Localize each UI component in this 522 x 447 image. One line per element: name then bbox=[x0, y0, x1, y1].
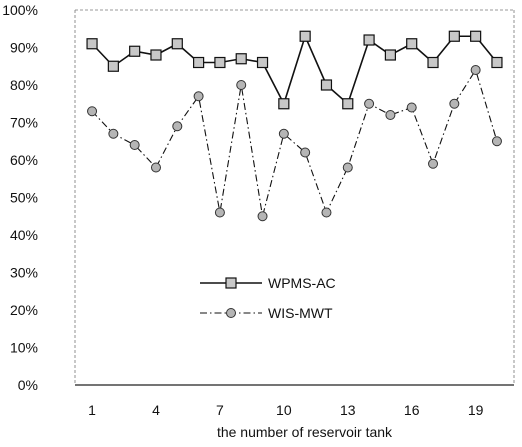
data-point bbox=[428, 158, 439, 169]
data-point bbox=[406, 38, 418, 50]
data-point bbox=[320, 79, 333, 91]
y-tick-label: 50% bbox=[10, 190, 38, 206]
data-point bbox=[491, 56, 503, 69]
x-tick-label: 19 bbox=[468, 402, 484, 418]
data-point bbox=[236, 80, 247, 90]
y-tick-label: 30% bbox=[10, 265, 38, 281]
data-point bbox=[278, 98, 290, 110]
data-point bbox=[363, 34, 375, 46]
y-tick-label: 100% bbox=[2, 2, 38, 18]
y-tick-label: 10% bbox=[10, 340, 38, 356]
data-point bbox=[107, 60, 119, 72]
data-point bbox=[256, 56, 269, 69]
data-point bbox=[384, 49, 396, 61]
legend-item: WIS-MWT bbox=[200, 305, 333, 321]
data-point bbox=[364, 98, 375, 109]
data-point bbox=[150, 49, 162, 61]
y-tick-label: 70% bbox=[10, 115, 38, 131]
data-point bbox=[385, 110, 396, 120]
y-axis-ticks: 0% 10% 20% 30% 40% 50% 60% 70% 80% 90% 100% bbox=[2, 2, 38, 393]
x-tick-label: 1 bbox=[88, 402, 96, 418]
data-point bbox=[491, 136, 502, 147]
x-axis-ticks: 1 4 7 10 13 16 19 bbox=[88, 402, 483, 418]
data-point bbox=[193, 56, 205, 69]
data-point bbox=[171, 38, 183, 50]
series-wpms-ac bbox=[86, 30, 503, 110]
series-line bbox=[91, 68, 498, 217]
data-point bbox=[108, 128, 119, 139]
y-tick-label: 20% bbox=[10, 302, 38, 318]
series-wis-mwt bbox=[87, 65, 502, 222]
y-tick-label: 40% bbox=[10, 227, 38, 243]
x-tick-label: 10 bbox=[276, 402, 292, 418]
legend: WPMS-AC WIS-MWT bbox=[200, 275, 336, 321]
data-point bbox=[448, 30, 460, 42]
data-point bbox=[449, 98, 460, 109]
data-point bbox=[427, 56, 439, 69]
data-point bbox=[172, 121, 183, 132]
data-point bbox=[235, 53, 247, 65]
legend-label: WPMS-AC bbox=[268, 275, 336, 291]
data-point bbox=[129, 45, 141, 57]
data-point bbox=[87, 106, 98, 117]
plot-frame bbox=[74, 9, 515, 386]
data-point bbox=[300, 147, 311, 158]
series-layer bbox=[86, 30, 503, 222]
x-axis-title: the number of reservoir tank bbox=[217, 424, 393, 440]
x-tick-label: 13 bbox=[340, 402, 356, 418]
data-point bbox=[406, 102, 417, 113]
legend-marker bbox=[225, 277, 237, 289]
x-tick-label: 7 bbox=[216, 402, 224, 418]
series-line bbox=[91, 33, 498, 106]
data-point bbox=[470, 65, 481, 75]
data-point bbox=[321, 207, 332, 218]
data-point bbox=[470, 30, 482, 42]
y-tick-label: 60% bbox=[10, 152, 38, 168]
data-point bbox=[150, 162, 161, 173]
legend-item: WPMS-AC bbox=[200, 275, 336, 291]
data-point bbox=[193, 91, 204, 102]
data-point bbox=[342, 98, 354, 110]
data-point bbox=[129, 140, 140, 150]
x-tick-label: 4 bbox=[152, 402, 160, 418]
data-point bbox=[214, 56, 226, 69]
x-tick-label: 16 bbox=[404, 402, 420, 418]
data-point bbox=[214, 207, 225, 218]
legend-label: WIS-MWT bbox=[268, 305, 333, 321]
data-point bbox=[257, 211, 268, 222]
legend-marker bbox=[226, 308, 236, 318]
data-point bbox=[86, 38, 98, 50]
data-point bbox=[299, 30, 311, 42]
y-tick-label: 80% bbox=[10, 77, 38, 93]
y-tick-label: 90% bbox=[10, 40, 38, 56]
data-point bbox=[278, 128, 289, 139]
data-point bbox=[342, 162, 353, 173]
y-tick-label: 0% bbox=[18, 377, 38, 393]
